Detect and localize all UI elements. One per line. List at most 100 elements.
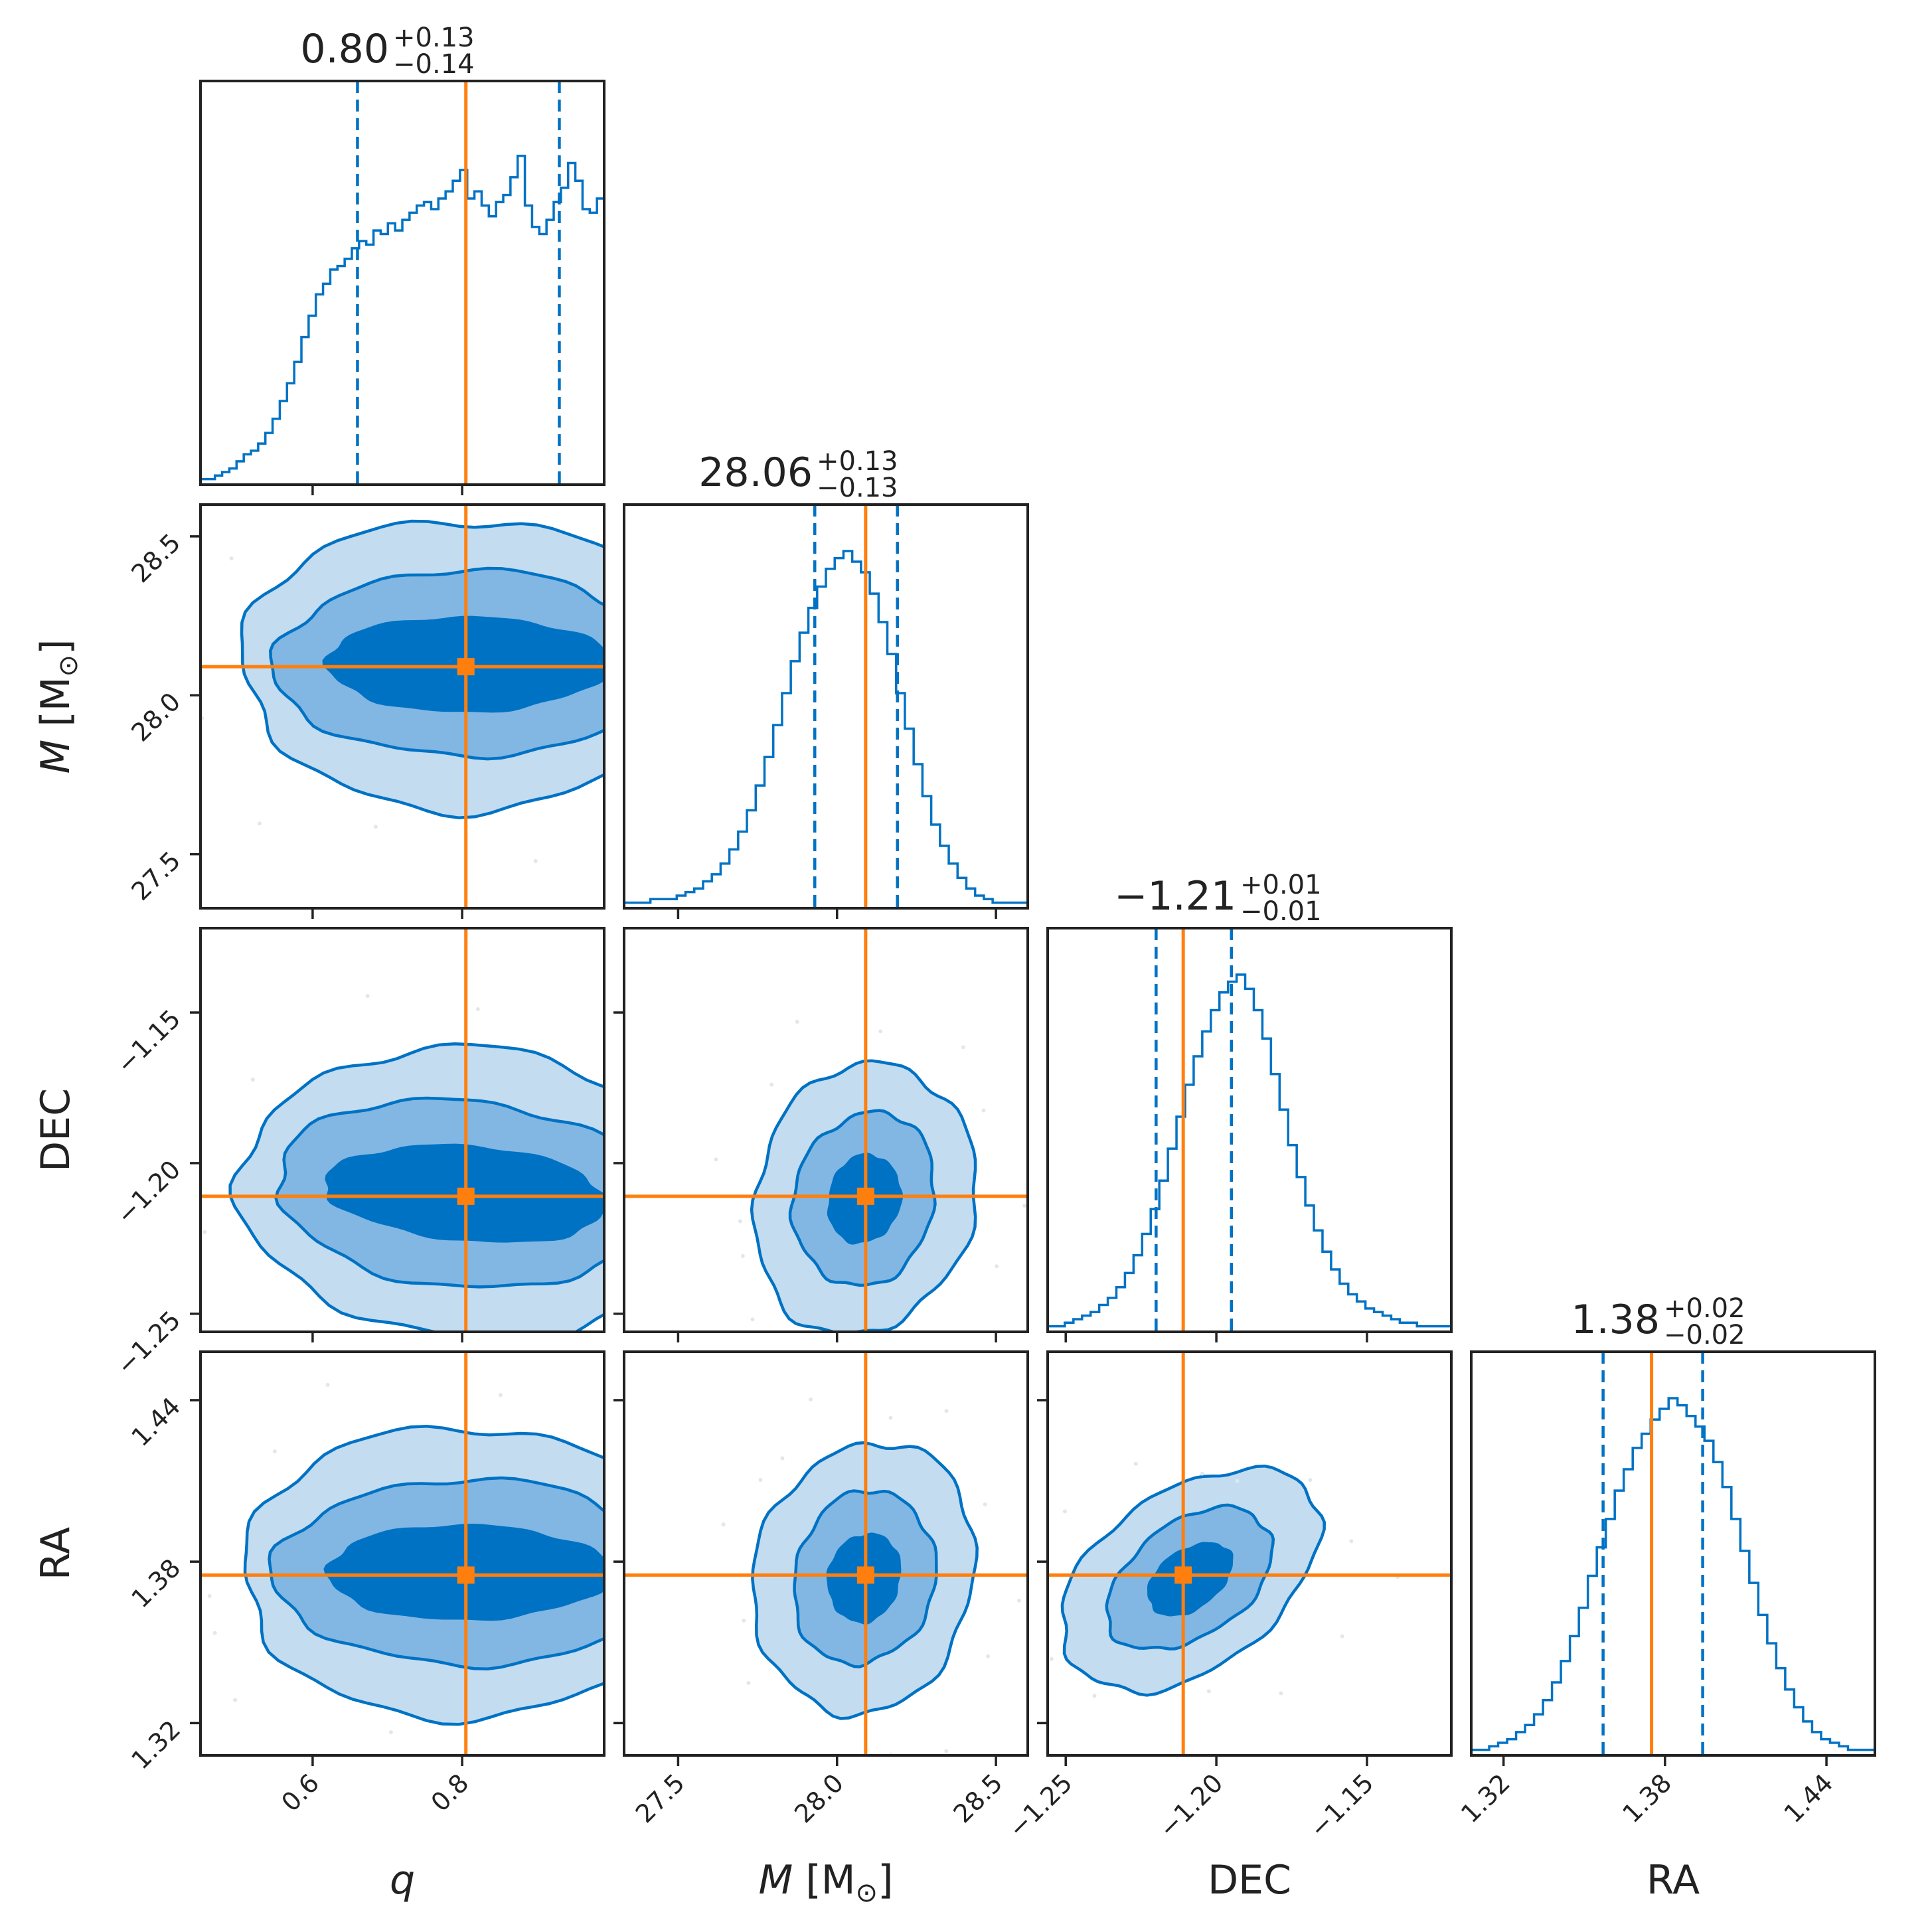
sample-point	[365, 993, 370, 998]
sample-point	[655, 784, 659, 788]
title-value-q: 0.80	[300, 26, 389, 72]
sample-point	[740, 1253, 745, 1258]
sample-point	[985, 1654, 990, 1658]
x-tick-label-RA: 1.32	[1455, 1768, 1516, 1828]
sample-point	[722, 640, 726, 644]
sample-point	[633, 1319, 637, 1323]
histogram-DEC	[1046, 973, 1451, 1330]
panel-frame-q-M	[199, 503, 605, 910]
axis-label-q-x: q	[390, 1857, 415, 1903]
x-tick-label-M: 28.5	[948, 1768, 1008, 1828]
sample-point	[388, 1730, 393, 1735]
panel-frame-M-M	[623, 503, 1029, 910]
sample-point	[408, 1360, 412, 1364]
sample-point	[1062, 1509, 1067, 1514]
truth-marker-M-RA	[856, 1566, 874, 1584]
axis-label-RA-y: RA	[33, 1527, 79, 1580]
sample-point	[250, 1078, 255, 1082]
panel-frame-DEC-DEC	[1046, 927, 1453, 1333]
sample-point	[1010, 1534, 1014, 1538]
contour-panel-M-DEC	[624, 928, 1028, 1380]
truth-marker-q-DEC	[457, 1187, 475, 1205]
sample-point	[721, 1522, 726, 1527]
histogram-RA	[1470, 1397, 1875, 1753]
panel-frame-q-RA	[199, 1350, 605, 1757]
title-value-DEC: −1.21	[1114, 873, 1236, 920]
y-tick-label-DEC: −1.15	[111, 1004, 186, 1079]
sample-point	[888, 1415, 893, 1420]
panel-frame-M-RA	[623, 1350, 1029, 1757]
sample-point	[983, 1502, 987, 1506]
sample-point	[740, 1642, 744, 1646]
y-tick-label-RA: 1.32	[125, 1715, 186, 1775]
panel-frame-DEC-RA	[1046, 1350, 1453, 1757]
sample-point	[605, 803, 609, 807]
sample-point	[944, 1409, 949, 1413]
sample-point	[727, 574, 731, 578]
sample-point	[973, 1603, 977, 1607]
sample-point	[507, 1386, 511, 1390]
sample-point	[750, 1317, 755, 1322]
truth-marker-q-M	[457, 658, 475, 676]
panel-frame-q-DEC	[199, 927, 605, 1333]
sample-point	[1235, 1479, 1240, 1483]
sample-point	[961, 1045, 965, 1050]
y-tick-label-RA: 1.38	[125, 1553, 186, 1613]
sample-point	[357, 1344, 361, 1348]
sample-point	[801, 1768, 805, 1772]
sample-point	[1340, 1634, 1344, 1639]
sample-point	[533, 859, 538, 864]
y-tick-label-M: 28.0	[125, 686, 186, 747]
sample-point	[1133, 1461, 1138, 1466]
x-tick-label-M: 27.5	[630, 1768, 690, 1828]
sample-point	[337, 465, 341, 469]
line-layer	[199, 81, 1875, 1755]
sample-point	[758, 1478, 763, 1483]
truth-marker-q-RA	[457, 1566, 475, 1584]
sample-point	[153, 609, 157, 613]
contour-panel-q-RA	[157, 1352, 744, 1755]
contour-panel-M-RA	[624, 1352, 1028, 1772]
sample-point	[742, 744, 746, 748]
sample-point	[1022, 1204, 1027, 1208]
sample-point	[157, 1528, 161, 1532]
sample-point	[475, 1007, 480, 1012]
sample-point	[1308, 1478, 1313, 1483]
sample-point	[809, 1397, 813, 1402]
histogram-q	[199, 155, 604, 483]
x-tick-label-q: 0.8	[426, 1768, 475, 1817]
axis-label-DEC-y: DEC	[33, 1088, 79, 1172]
x-tick-label-q: 0.6	[276, 1768, 325, 1817]
title-plus-M: +0.13	[817, 446, 898, 477]
title-minus-M: −0.13	[817, 473, 898, 503]
sample-point	[202, 1230, 207, 1234]
title-minus-RA: −0.02	[1664, 1320, 1745, 1350]
title-minus-q: −0.14	[393, 49, 475, 80]
panel-frame-RA-RA	[1470, 1350, 1876, 1757]
sample-point	[654, 1016, 658, 1020]
sample-point	[742, 1618, 746, 1623]
sample-point	[272, 1449, 277, 1454]
axis-label-DEC-x: DEC	[1208, 1857, 1291, 1903]
sample-point	[244, 1335, 248, 1339]
sample-point	[995, 1264, 999, 1269]
sample-point	[498, 1393, 503, 1398]
x-tick-label-DEC: −1.25	[1003, 1768, 1078, 1843]
truth-marker-DEC-RA	[1174, 1566, 1192, 1584]
sample-point	[670, 1410, 674, 1414]
y-tick-label-M: 28.5	[125, 528, 186, 588]
sample-point	[870, 1376, 874, 1380]
sample-point	[958, 1366, 962, 1370]
sample-point	[233, 1698, 238, 1702]
y-tick-label-M: 27.5	[125, 846, 186, 906]
histogram-M	[623, 550, 1028, 906]
sample-point	[1049, 1656, 1054, 1661]
sample-point	[738, 1219, 742, 1224]
y-tick-label-RA: 1.44	[125, 1392, 186, 1452]
axis-label-M-x: M [M⊙]	[759, 1857, 894, 1908]
title-plus-RA: +0.02	[1664, 1293, 1745, 1324]
sample-point	[1092, 1694, 1097, 1698]
sample-point	[878, 1029, 883, 1034]
axis-label-RA-x: RA	[1647, 1857, 1700, 1903]
